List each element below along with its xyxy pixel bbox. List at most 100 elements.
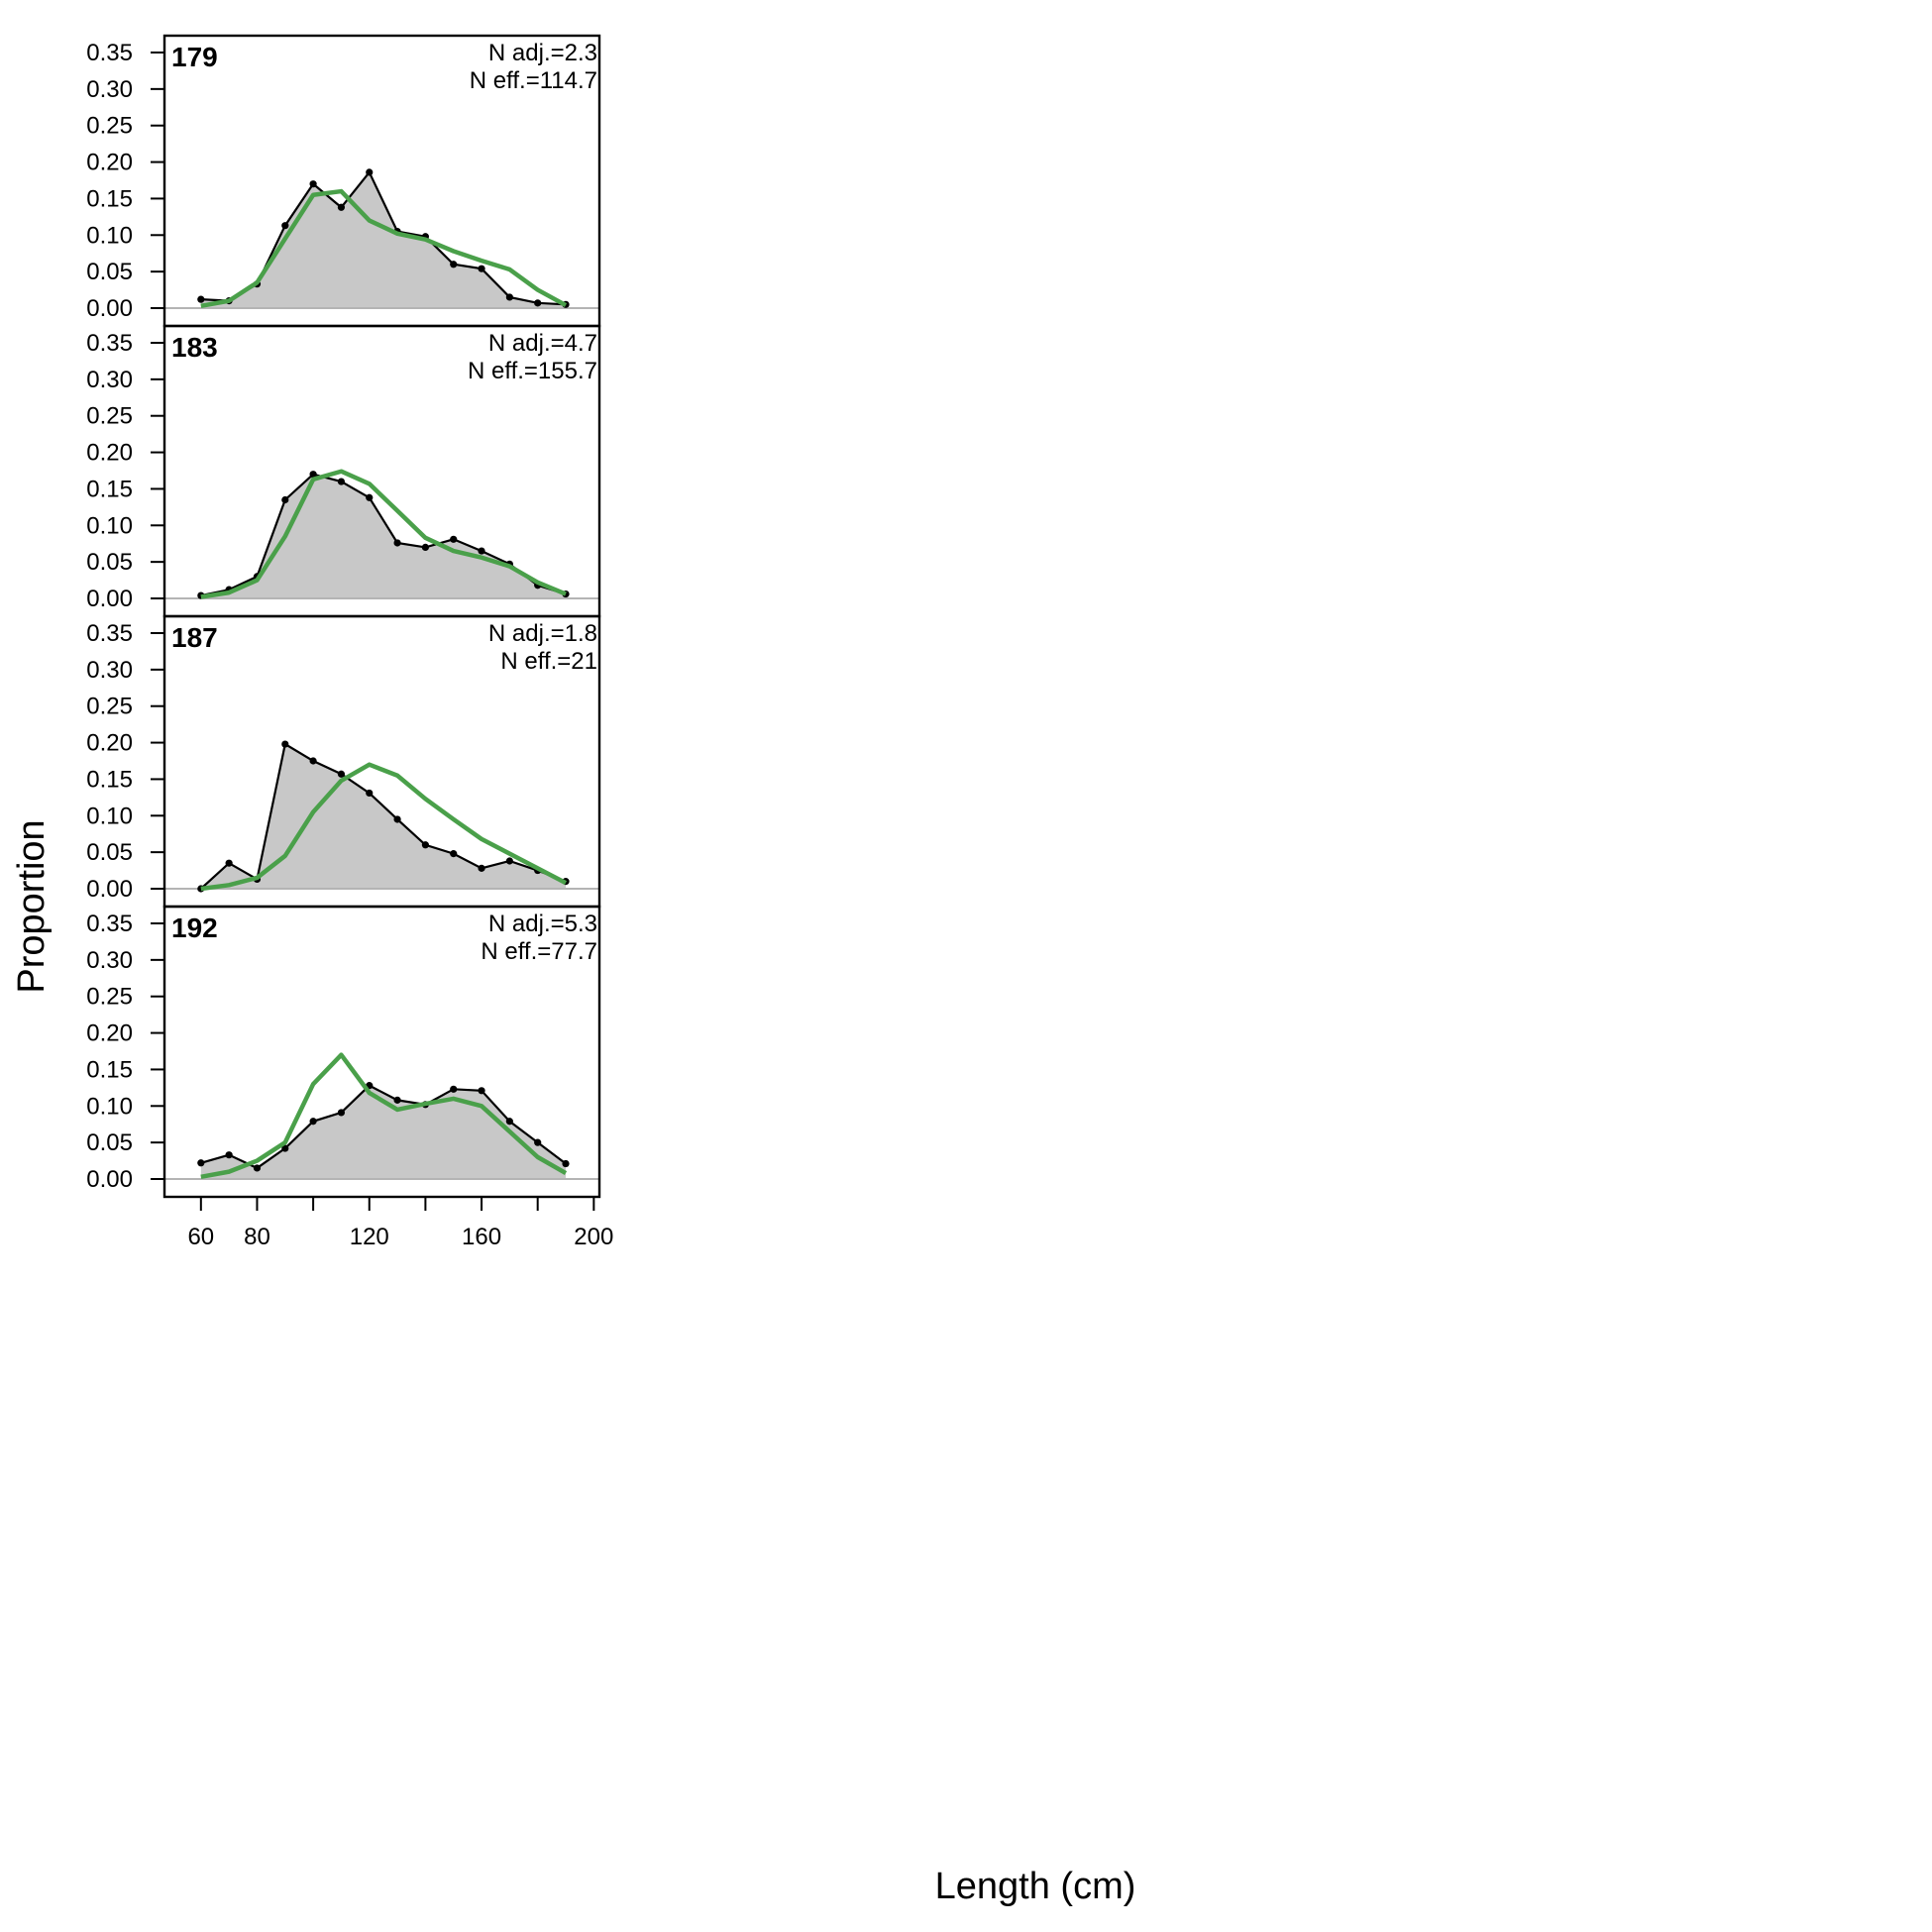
- x-tick-label: 160: [462, 1224, 501, 1250]
- observed-point: [450, 850, 458, 858]
- observed-point: [309, 471, 317, 479]
- n-adj-label: N adj.=5.3: [488, 911, 597, 937]
- y-tick-label: 0.30: [86, 76, 133, 103]
- observed-point: [225, 1151, 233, 1159]
- observed-point: [337, 203, 346, 211]
- y-tick-label: 0.05: [86, 259, 133, 285]
- observed-point: [478, 864, 485, 872]
- y-tick-label: 0.15: [86, 476, 133, 502]
- x-tick-label: 120: [350, 1224, 389, 1250]
- panel-label: 192: [171, 912, 218, 943]
- y-tick-label: 0.15: [86, 185, 133, 212]
- y-tick-label: 0.20: [86, 440, 133, 467]
- y-tick-label: 0.35: [86, 620, 133, 647]
- observed-point: [366, 168, 374, 176]
- panel-192: 0.00 0.05 0.10 0.15 0.20 0.25 0.30 0.35 192 N adj…: [86, 905, 601, 1199]
- y-tick-label: 0.00: [86, 586, 133, 612]
- observed-point: [534, 1138, 542, 1146]
- panel-187: 0.00 0.05 0.10 0.15 0.20 0.25 0.30 0.35 187 N adj…: [86, 614, 601, 909]
- observed-point: [505, 1118, 513, 1126]
- observed-point: [197, 295, 205, 303]
- observed-point: [281, 740, 289, 748]
- y-tick-label: 0.25: [86, 113, 133, 140]
- observed-point: [393, 539, 401, 547]
- n-eff-label: N eff.=114.7: [470, 67, 597, 94]
- observed-point: [309, 757, 317, 765]
- observed-point: [281, 1144, 289, 1152]
- observed-area: [200, 171, 567, 308]
- y-tick-label: 0.30: [86, 947, 133, 974]
- x-tick-label: 200: [574, 1224, 613, 1250]
- observed-area: [200, 744, 567, 889]
- observed-area: [200, 1085, 567, 1179]
- expected-line: [200, 762, 568, 892]
- expected-line: [200, 188, 568, 309]
- n-adj-label: N adj.=2.3: [488, 40, 597, 66]
- n-eff-label: N eff.=155.7: [468, 358, 597, 384]
- observed-point: [366, 493, 374, 501]
- y-tick-label: 0.25: [86, 694, 133, 720]
- x-tick-label: 60: [187, 1224, 214, 1250]
- panel-label: 183: [171, 332, 218, 363]
- y-tick-label: 0.25: [86, 403, 133, 430]
- observed-point: [478, 1087, 485, 1095]
- y-tick-label: 0.35: [86, 40, 133, 66]
- observed-point: [505, 857, 513, 865]
- x-axis-title: Length (cm): [935, 1866, 1136, 1907]
- observed-point: [253, 1164, 262, 1172]
- y-tick-label: 0.35: [86, 330, 133, 357]
- y-tick-label: 0.15: [86, 766, 133, 793]
- observed-line: [200, 473, 567, 597]
- panel-label: 187: [171, 622, 218, 653]
- x-axis: 60 80 120 160 200: [187, 1196, 613, 1250]
- observed-point: [366, 789, 374, 798]
- observed-point: [337, 478, 346, 485]
- panel-label: 179: [171, 42, 218, 72]
- observed-point: [281, 495, 289, 504]
- observed-point: [421, 543, 429, 552]
- observed-point: [337, 770, 346, 778]
- expected-line: [200, 1052, 568, 1180]
- panel-183: 0.00 0.05 0.10 0.15 0.20 0.25 0.30 0.35 183 N adj…: [86, 324, 601, 618]
- observed-point: [309, 1118, 317, 1126]
- panel-179: 0.00 0.05 0.10 0.15 0.20 0.25 0.30 0.35 179 N adj…: [86, 34, 601, 328]
- y-tick-label: 0.15: [86, 1056, 133, 1083]
- y-tick-label: 0.10: [86, 222, 133, 249]
- observed-point: [478, 265, 485, 272]
- observed-point: [393, 1096, 401, 1104]
- y-tick-label: 0.20: [86, 1020, 133, 1047]
- y-axis-title: Proportion: [11, 819, 53, 993]
- y-tick-label: 0.00: [86, 876, 133, 903]
- y-tick-label: 0.35: [86, 911, 133, 937]
- n-adj-label: N adj.=4.7: [488, 330, 597, 357]
- expected-line: [200, 469, 567, 599]
- observed-point: [225, 859, 233, 867]
- observed-point: [450, 1085, 458, 1093]
- observed-point: [534, 299, 542, 307]
- y-tick-label: 0.10: [86, 803, 133, 829]
- y-tick-label: 0.05: [86, 839, 133, 866]
- n-eff-label: N eff.=21: [500, 648, 597, 675]
- y-tick-label: 0.25: [86, 984, 133, 1011]
- y-tick-label: 0.20: [86, 150, 133, 176]
- observed-point: [337, 1109, 346, 1117]
- observed-point: [478, 547, 485, 555]
- y-tick-label: 0.30: [86, 657, 133, 684]
- x-tick-label: 80: [244, 1224, 270, 1250]
- y-tick-label: 0.10: [86, 1093, 133, 1120]
- y-tick-label: 0.05: [86, 549, 133, 576]
- y-tick-label: 0.30: [86, 367, 133, 393]
- observed-point: [309, 180, 317, 188]
- n-eff-label: N eff.=77.7: [481, 938, 597, 965]
- n-adj-label: N adj.=1.8: [488, 620, 597, 647]
- y-tick-label: 0.20: [86, 730, 133, 757]
- panels-group: 0.00 0.05 0.10 0.15 0.20 0.25 0.30 0.35 179 N adj…: [86, 34, 601, 1199]
- observed-point: [450, 535, 458, 543]
- observed-point: [505, 293, 513, 301]
- observed-point: [197, 1159, 205, 1167]
- observed-area: [200, 474, 567, 598]
- y-tick-label: 0.00: [86, 295, 133, 322]
- y-tick-label: 0.10: [86, 512, 133, 539]
- y-tick-label: 0.00: [86, 1166, 133, 1193]
